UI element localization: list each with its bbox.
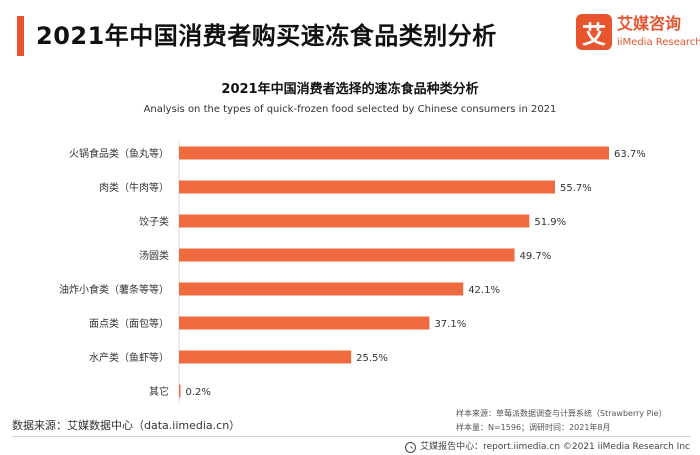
category-label: 水产类（鱼虾等）: [89, 351, 169, 364]
bar: [179, 248, 515, 262]
value-label: 49.7%: [519, 251, 551, 262]
bar: [179, 384, 181, 398]
footer-divider: [12, 436, 690, 437]
category-label: 面点类（面包等）: [89, 317, 169, 330]
value-label: 55.7%: [560, 183, 592, 194]
brand-logo: 艾 艾媒咨询 iiMedia Research: [576, 14, 700, 54]
category-label: 肉类（牛肉等）: [99, 181, 169, 194]
bar: [179, 146, 609, 160]
bar: [179, 350, 352, 364]
bar: [179, 316, 430, 330]
value-label: 51.9%: [534, 217, 566, 228]
title-accent-bar: [17, 16, 24, 56]
bar: [179, 214, 530, 228]
logo-mark-icon: 艾: [576, 14, 612, 50]
category-label: 饺子类: [139, 215, 169, 228]
category-label: 汤圆类: [139, 249, 169, 262]
category-label: 其它: [149, 385, 169, 398]
search-icon: [405, 441, 417, 453]
report-center-text: 艾媒报告中心：report.iimedia.cn ©2021 iiMedia R…: [420, 442, 690, 452]
data-source: 数据来源：艾媒数据中心（data.iimedia.cn）: [12, 419, 241, 432]
value-label: 37.1%: [434, 319, 466, 330]
value-label: 25.5%: [356, 353, 388, 364]
value-label: 63.7%: [614, 149, 646, 160]
page-title: 2021年中国消费者购买速冻食品类别分析: [36, 22, 497, 50]
sample-source-note: 样本来源：草莓派数据调查与计算系统（Strawberry Pie）: [456, 409, 667, 418]
chart-subtitle: Analysis on the types of quick-frozen fo…: [143, 104, 557, 115]
sample-info-note: 样本量：N=1596；调研时间：2021年8月: [456, 423, 611, 432]
category-label: 油炸小食类（薯条等等）: [59, 283, 169, 296]
value-label: 0.2%: [186, 387, 211, 398]
logo-name-cn: 艾媒咨询: [617, 14, 682, 33]
bar: [179, 282, 464, 296]
logo-name-en: iiMedia Research: [617, 37, 700, 48]
bar: [179, 180, 555, 194]
report-center-footer: 艾媒报告中心：report.iimedia.cn ©2021 iiMedia R…: [405, 441, 690, 453]
chart-title: 2021年中国消费者选择的速冻食品种类分析: [221, 82, 479, 97]
category-label: 火锅食品类（鱼丸等）: [69, 147, 169, 160]
value-label: 42.1%: [468, 285, 500, 296]
